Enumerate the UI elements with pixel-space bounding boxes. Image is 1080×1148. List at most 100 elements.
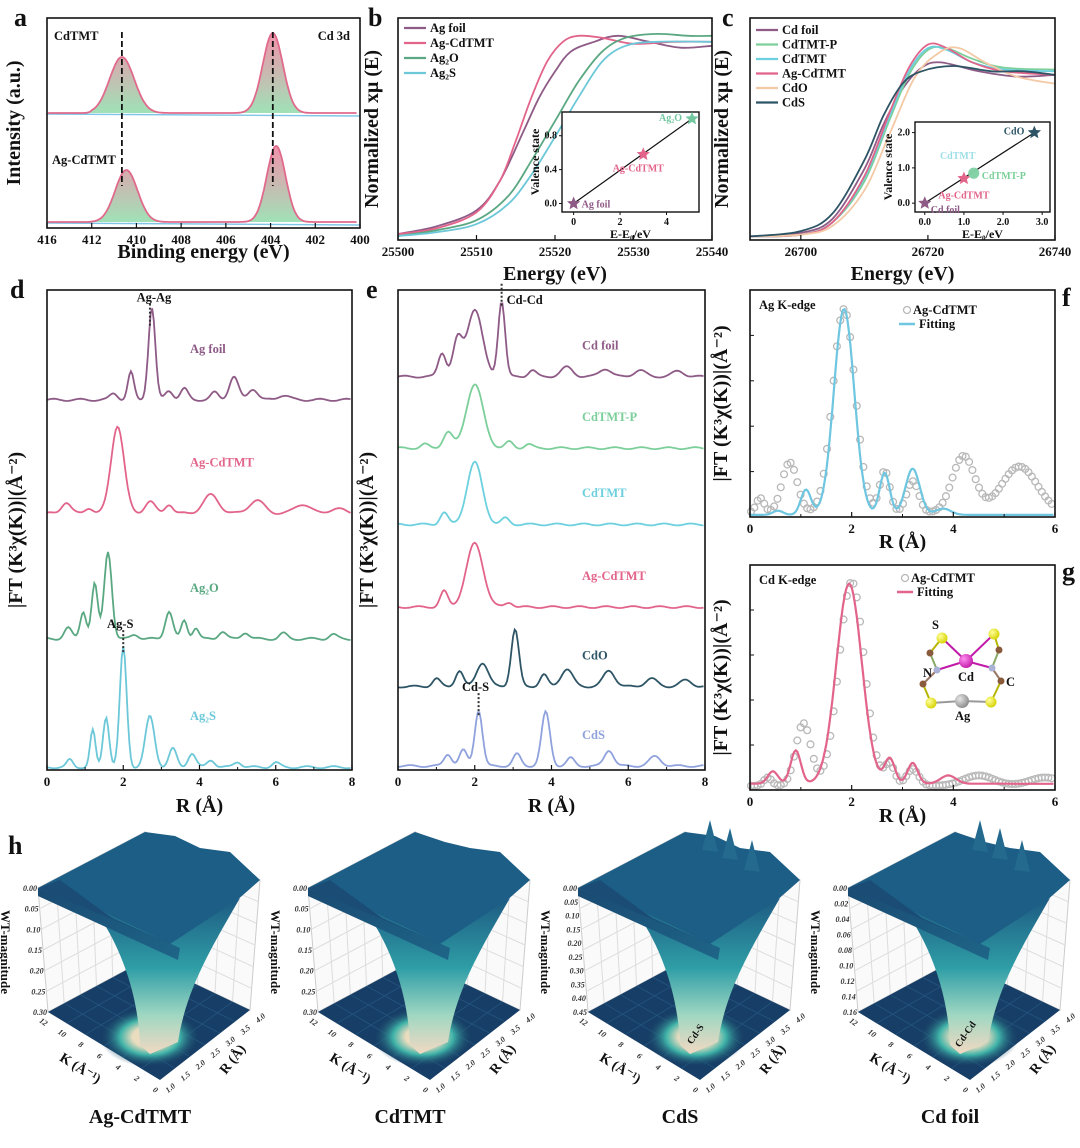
- panel-letter-e: e: [366, 275, 378, 304]
- inset-star-marker: [957, 171, 971, 185]
- wavelet-surface-plot: 0.00 0.05 0.10 0.15 0.20 0.25 0.30 0.35 0.40 0.45…: [538, 820, 807, 1128]
- legend-label: Ag-CdTMT: [913, 303, 978, 317]
- series-label: CdO: [582, 648, 608, 662]
- z-axis-label: WT-magnitude: [268, 910, 283, 994]
- r-tick-label: 3.5: [238, 1023, 252, 1037]
- data-point-marker: [806, 740, 815, 749]
- data-point-marker: [789, 465, 799, 474]
- z-tick-label: 0.30: [570, 967, 584, 976]
- r-axis-label: R (Å): [756, 1041, 789, 1077]
- x-tick-label: 26700: [785, 244, 818, 259]
- y-axis-label: Normalized xμ (E): [361, 50, 383, 208]
- z-tick-label: 0.25: [31, 987, 45, 996]
- x-tick-label: 4: [196, 774, 203, 789]
- z-tick-label: 0.14: [842, 993, 856, 1002]
- data-point-marker: [945, 483, 954, 492]
- k-tick-label: 8: [617, 1040, 625, 1050]
- core-level-label: Cd 3d: [318, 29, 350, 43]
- r-tick-label: 1.0: [164, 1081, 177, 1094]
- k-tick-label: 10: [326, 1027, 338, 1039]
- r-axis-label: R (Å): [1026, 1041, 1059, 1077]
- x-axis-b: 25500 25510 25520 25530 25540: [382, 235, 728, 259]
- y-axis-label: |FT (K³χ(K))|(Å⁻²): [709, 599, 732, 755]
- k-tick-label: 0: [961, 1085, 969, 1095]
- legend-item: Fitting: [899, 317, 956, 331]
- legend-label: Fitting: [917, 585, 954, 599]
- legend-marker: [900, 573, 910, 583]
- z-tick-label: 0.05: [564, 898, 578, 907]
- z-tick-label: 0.12: [841, 977, 855, 986]
- z-tick-label: 0.45: [573, 1008, 587, 1017]
- plot-area-b: [397, 32, 713, 237]
- xanes-curve-Ag-CdTMT: [749, 42, 1056, 238]
- inset-x-label: E-E₀/eV: [962, 227, 1003, 241]
- z-tick-label: 0.10: [296, 925, 310, 934]
- axes-frame: [397, 289, 706, 771]
- z-tick-label: 0.15: [566, 925, 580, 934]
- r-tick-label: 2.0: [733, 1058, 747, 1072]
- inset-x-label: E-E₀/eV: [610, 227, 651, 241]
- k-tick-label: 2: [402, 1073, 411, 1083]
- xanes-curve-CdO: [749, 46, 1056, 238]
- ft-curve-Ag-CdTMT: [397, 541, 704, 609]
- legend-item: Ag-CdTMT: [902, 303, 978, 317]
- k-tick-label: 4: [383, 1062, 392, 1072]
- z-tick-label: 0.00: [23, 884, 37, 893]
- inset-x-tick-label: 3.0: [1036, 217, 1049, 228]
- peak-fill: [48, 33, 357, 113]
- z-tick-label: 0.08: [838, 946, 852, 955]
- inset-point-label: Ag-CdTMT: [613, 163, 664, 174]
- panel-letter-g: g: [1062, 557, 1075, 586]
- panel-d: 0 2 4 6 8 R (Å) |FT (K³χ(K))|(Å⁻²) Ag foil Ag-Cd…: [4, 289, 356, 817]
- plot-area-f: [746, 305, 1056, 516]
- xanes-curve-Ag₂O: [397, 32, 713, 237]
- inset-star-marker: [685, 111, 699, 125]
- legend-item: CdO: [756, 81, 808, 95]
- z-tick-label: 0.10: [839, 962, 853, 971]
- y-axis-label: Normalized xμ (E): [711, 50, 733, 208]
- r-tick-label: 1.5: [179, 1070, 192, 1083]
- ft-curve-CdS: [397, 709, 704, 768]
- x-tick-label: 400: [350, 232, 370, 247]
- k-tick-label: 12: [578, 1016, 590, 1028]
- z-tick-label: 0.00: [293, 884, 307, 893]
- ft-curve-CdTMT: [397, 460, 704, 527]
- inset-b: 0 2 4 0.0 0.4 0.8 E-E₀/eV Valence state Ag foil A…: [528, 111, 700, 241]
- x-axis-label: R (Å): [879, 804, 926, 827]
- series-Ag-CdTMT: [746, 305, 1056, 516]
- r-tick-label: 2.5: [208, 1046, 222, 1060]
- series-Ag-CdTMT: [46, 145, 361, 226]
- x-axis-label: R (Å): [176, 794, 223, 817]
- r-tick-label: 4.0: [253, 1011, 267, 1025]
- r-tick-label: 4.0: [523, 1011, 537, 1025]
- inset-y-tick-label: 0.4: [545, 165, 558, 176]
- sulfur-atom: [988, 628, 1000, 640]
- series-label: Ag-CdTMT: [582, 569, 647, 583]
- x-tick-label: 4: [950, 794, 957, 809]
- k-tick-label: 0: [151, 1085, 159, 1095]
- legend-item: Ag-CdTMT: [404, 36, 495, 50]
- edge-label: Cd K-edge: [759, 573, 817, 587]
- r-tick-label: 3.5: [778, 1023, 792, 1037]
- surface-flat-region: [848, 880, 990, 948]
- y-axis-label: Intensity (a.u.): [3, 60, 25, 185]
- x-tick-label: 26720: [912, 244, 945, 259]
- x-tick-label: 406: [216, 232, 236, 247]
- z-tick-label: 0.35: [571, 980, 585, 989]
- z-tick-label: 0.20: [300, 967, 314, 976]
- k-tick-label: 2: [132, 1073, 141, 1083]
- data-point-marker: [773, 494, 782, 503]
- k-tick-label: 6: [365, 1051, 373, 1061]
- top-surface: [848, 832, 1070, 948]
- data-point-marker: [839, 305, 848, 314]
- panel-letter-b: b: [368, 3, 382, 32]
- legend-item: Ag foil: [404, 21, 466, 35]
- panel-c: 26700 26720 26740 Energy (eV) Normalized xμ …: [711, 17, 1071, 285]
- r-tick-label: 4.0: [793, 1011, 807, 1025]
- surface-spike: [992, 828, 1008, 860]
- r-tick-label: 1.5: [719, 1070, 732, 1083]
- x-axis-label: Energy (eV): [851, 263, 955, 285]
- panel-g: 0 2 4 6 R (Å) |FT (K³χ(K))|(Å⁻²) Ag-CdTMTFitti…: [709, 564, 1059, 827]
- series-label: Cd foil: [582, 338, 619, 352]
- inset-x-tick-label: 2.0: [997, 217, 1010, 228]
